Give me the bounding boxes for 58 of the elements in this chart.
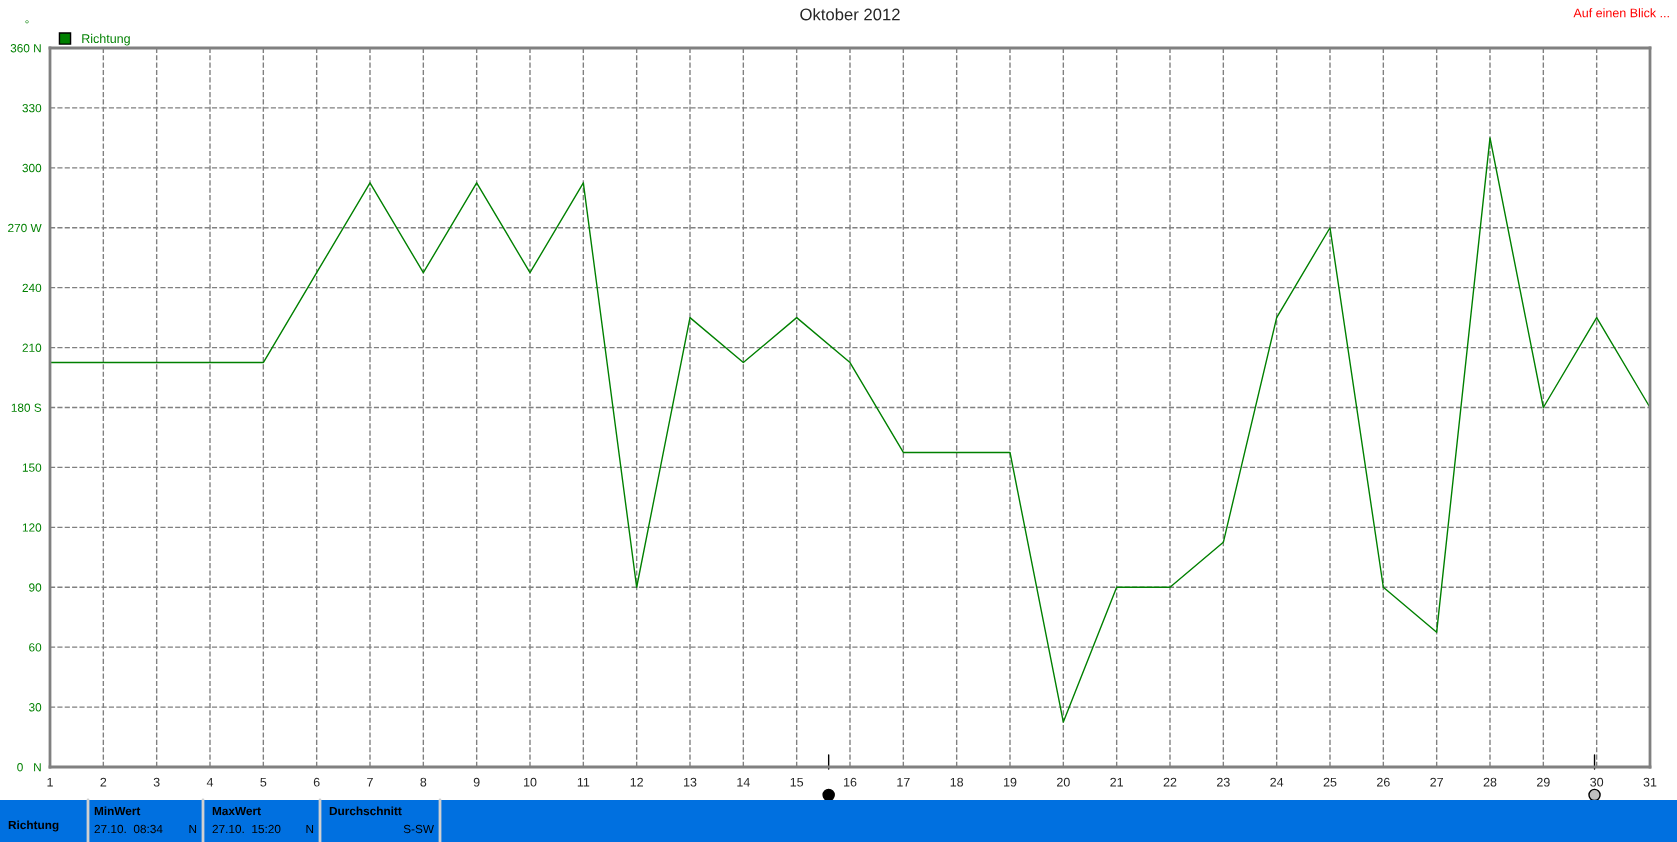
x-tick-label: 12 <box>630 777 643 787</box>
legend-label: Richtung <box>82 33 130 46</box>
x-tick-label: 21 <box>1110 777 1124 787</box>
x-tick-label: 18 <box>950 777 964 787</box>
x-tick-label: 3 <box>153 777 160 787</box>
y-tick-label: 90 <box>29 583 42 592</box>
x-tick-label: 13 <box>684 777 697 787</box>
x-tick-label: 23 <box>1217 777 1230 787</box>
y-tick-label: 270 W <box>8 223 42 233</box>
text: Auf einen Blick ... <box>1573 8 1669 18</box>
x-tick-label: 26 <box>1377 777 1390 787</box>
x-tick-label: 10 <box>524 777 537 787</box>
x-tick-label: 7 <box>367 777 373 787</box>
y-tick-label: 60 <box>29 643 42 652</box>
x-tick-label: 25 <box>1323 777 1337 787</box>
y-tick-label: 150 <box>22 463 42 472</box>
text: N <box>306 824 314 834</box>
x-tick-label: 22 <box>1163 777 1177 787</box>
line-series <box>50 137 1650 723</box>
text: N <box>189 824 197 834</box>
x-tick-label: 24 <box>1270 777 1284 787</box>
y-tick-label: 330 <box>22 103 42 113</box>
text: 27.10. 15:20 <box>212 824 281 834</box>
x-tick-label: 11 <box>577 777 590 787</box>
text: S-SW <box>403 824 434 834</box>
x-tick-label: 28 <box>1483 777 1497 787</box>
x-tick-label: 30 <box>1590 777 1604 787</box>
y-tick-label: 30 <box>28 703 42 712</box>
x-tick-label: 14 <box>737 777 750 787</box>
x-tick-label: 5 <box>260 777 267 787</box>
x-tick-label: 20 <box>1057 777 1070 787</box>
y-tick-label: 300 <box>22 163 42 173</box>
y-tick-label: 120 <box>22 523 42 532</box>
y-tick-label: 0 N <box>17 763 41 772</box>
text: Durchschnitt <box>329 806 402 816</box>
x-tick-label: 15 <box>790 777 804 787</box>
text: Richtung <box>8 820 59 832</box>
x-tick-label: 17 <box>897 777 910 787</box>
x-tick-label: 6 <box>313 777 320 787</box>
y-tick-label: 210 <box>22 343 42 352</box>
x-tick-label: 9 <box>473 777 480 787</box>
x-tick-label: 19 <box>1004 777 1017 787</box>
chart-title: Oktober 2012 <box>800 8 900 21</box>
y-tick-label: 240 <box>22 283 42 293</box>
text: MaxWert <box>212 806 261 816</box>
y-axis-title: ° <box>25 20 29 24</box>
x-tick-label: 31 <box>1643 777 1657 787</box>
y-tick-label: 180 S <box>11 403 42 412</box>
x-tick-label: 16 <box>844 777 857 787</box>
x-tick-label: 29 <box>1537 777 1550 787</box>
x-tick-label: 1 <box>47 777 53 787</box>
y-tick-label: 360 N <box>10 44 41 53</box>
x-tick-label: 2 <box>100 777 107 787</box>
x-tick-label: 27 <box>1430 777 1443 787</box>
x-tick-label: 4 <box>206 777 214 787</box>
text: 27.10. 08:34 <box>94 824 163 834</box>
text: MinWert <box>94 806 141 816</box>
x-tick-label: 8 <box>420 777 427 787</box>
